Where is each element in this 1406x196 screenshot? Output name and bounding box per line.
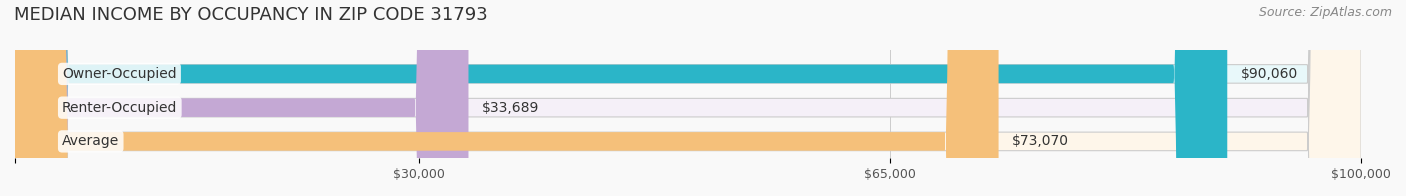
Text: $33,689: $33,689 (482, 101, 540, 115)
FancyBboxPatch shape (15, 0, 998, 196)
Text: Owner-Occupied: Owner-Occupied (62, 67, 177, 81)
Text: Renter-Occupied: Renter-Occupied (62, 101, 177, 115)
FancyBboxPatch shape (15, 0, 1227, 196)
FancyBboxPatch shape (15, 0, 1361, 196)
Text: $90,060: $90,060 (1240, 67, 1298, 81)
Text: Average: Average (62, 134, 120, 148)
Text: MEDIAN INCOME BY OCCUPANCY IN ZIP CODE 31793: MEDIAN INCOME BY OCCUPANCY IN ZIP CODE 3… (14, 6, 488, 24)
FancyBboxPatch shape (15, 0, 468, 196)
Text: Source: ZipAtlas.com: Source: ZipAtlas.com (1258, 6, 1392, 19)
FancyBboxPatch shape (15, 0, 1361, 196)
Text: $73,070: $73,070 (1012, 134, 1069, 148)
FancyBboxPatch shape (15, 0, 1361, 196)
